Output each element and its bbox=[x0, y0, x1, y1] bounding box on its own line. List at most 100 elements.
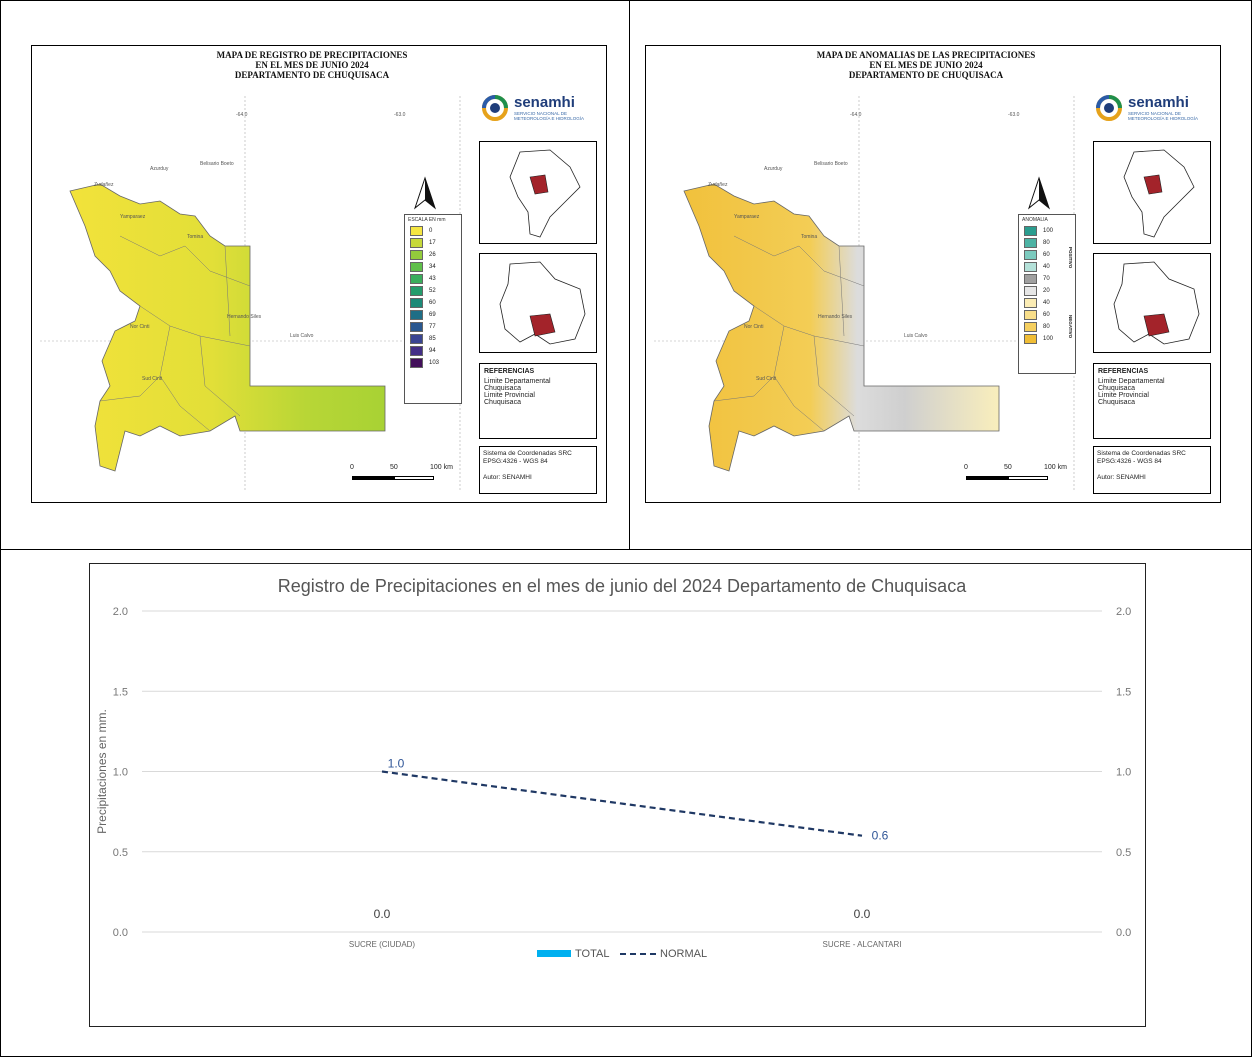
legend-swatch bbox=[410, 286, 423, 296]
legend-label: 26 bbox=[429, 252, 436, 258]
legend-label: 0 bbox=[429, 228, 433, 234]
references-box: REFERENCIAS Limite Departamental Chuquisa… bbox=[1093, 363, 1211, 439]
legend-item: 17 bbox=[405, 237, 461, 249]
tick-label: -64.0 bbox=[850, 112, 862, 118]
y-tick-label: 2.0 bbox=[113, 606, 128, 618]
legend-item: 77 bbox=[405, 321, 461, 333]
data-label-normal: 0.6 bbox=[872, 829, 889, 843]
legend-label: 52 bbox=[429, 288, 436, 294]
coordinates-box: Sistema de Coordenadas SRC EPSG:4326 - W… bbox=[479, 446, 597, 494]
place-label: Belisario Boeto bbox=[814, 161, 848, 167]
coord-line: EPSG:4326 - WGS 84 bbox=[483, 458, 548, 465]
legend-label: 60 bbox=[1043, 252, 1050, 258]
senamhi-logo-icon bbox=[482, 94, 508, 121]
coord-line: Sistema de Coordenadas SRC bbox=[1097, 450, 1186, 457]
x-tick-label: SUCRE (CIUDAD) bbox=[349, 940, 416, 949]
legend-label: 77 bbox=[429, 324, 436, 330]
legend-swatch bbox=[1024, 238, 1037, 248]
legend-item: 100 bbox=[1019, 225, 1075, 237]
ref-dept-sub: Chuquisaca bbox=[484, 385, 521, 392]
coord-line: EPSG:4326 - WGS 84 bbox=[1097, 458, 1162, 465]
place-label: Sud Cinti bbox=[756, 376, 777, 382]
map-title: MAPA DE REGISTRO DE PRECIPITACIONES EN E… bbox=[152, 50, 472, 80]
legend-label: 80 bbox=[1043, 240, 1050, 246]
legend-swatch bbox=[1024, 310, 1037, 320]
place-label: Azurduy bbox=[764, 166, 783, 172]
ref-dept: Limite Departamental Chuquisaca bbox=[1098, 378, 1206, 392]
senamhi-logo: senamhi SERVICIO NACIONAL DE METEOROLOGÍ… bbox=[482, 94, 584, 121]
legend-title: ANOMALIA bbox=[1022, 217, 1048, 223]
scale-bar: 0 50 100 km bbox=[964, 464, 1074, 488]
place-label: Hernando Siles bbox=[818, 314, 853, 320]
tick-label: -64.0 bbox=[236, 112, 248, 118]
legend-label: 34 bbox=[429, 264, 436, 270]
place-label: Yamparaez bbox=[120, 214, 146, 220]
author-label: Autor: SENAMHI bbox=[483, 474, 532, 481]
legend-item: 43 bbox=[405, 273, 461, 285]
department-shape bbox=[683, 183, 1000, 472]
bolivia-map bbox=[1113, 261, 1200, 345]
scale-label: 100 km bbox=[430, 464, 453, 471]
north-arrow-icon bbox=[417, 176, 418, 177]
legend-swatch bbox=[410, 262, 423, 272]
map-title-line: EN EL MES DE JUNIO 2024 bbox=[869, 60, 983, 70]
map-title-line: DEPARTAMENTO DE CHUQUISACA bbox=[234, 70, 390, 80]
data-label-total: 0.0 bbox=[374, 907, 391, 921]
legend-label: 103 bbox=[429, 360, 440, 366]
legend-swatch bbox=[1024, 226, 1037, 236]
scale-bar: 0 50 100 km bbox=[350, 464, 460, 488]
y2-tick-label: 0.0 bbox=[1116, 927, 1131, 939]
ref-prov: Limite Provincial Chuquisaca bbox=[1098, 392, 1206, 406]
ref-prov-label: Limite Provincial bbox=[484, 392, 535, 399]
chart-title: Registro de Precipitaciones en el mes de… bbox=[278, 576, 967, 596]
legend-swatch bbox=[410, 346, 423, 356]
ref-dept-sub: Chuquisaca bbox=[1098, 385, 1135, 392]
legend-label: 70 bbox=[1043, 276, 1050, 282]
ref-dept: Limite Departamental Chuquisaca bbox=[484, 378, 592, 392]
legend-item: 80 bbox=[1019, 321, 1075, 333]
ref-dept-label: Limite Departamental bbox=[484, 378, 551, 385]
brand-subtitle: SERVICIO NACIONAL DE METEOROLOGÍA E HIDR… bbox=[1128, 111, 1199, 121]
negative-label: NEGATIVO bbox=[1068, 315, 1073, 339]
legend-label: 60 bbox=[1043, 312, 1050, 318]
legend-swatch bbox=[410, 226, 423, 236]
y2-tick-label: 2.0 bbox=[1116, 606, 1131, 618]
legend-item: 103 bbox=[405, 357, 461, 369]
legend-swatch bbox=[410, 298, 423, 308]
scale-label: 0 bbox=[964, 464, 968, 471]
legend-item: 100 bbox=[1019, 333, 1075, 345]
legend-label: 17 bbox=[429, 240, 436, 246]
ref-prov-sub: Chuquisaca bbox=[1098, 399, 1135, 406]
brand-name: senamhi bbox=[514, 94, 575, 111]
ref-prov: Limite Provincial Chuquisaca bbox=[484, 392, 592, 406]
legend-swatch bbox=[410, 238, 423, 248]
brand-name: senamhi bbox=[1128, 94, 1189, 111]
chart-svg: Registro de Precipitaciones en el mes de… bbox=[95, 576, 1131, 960]
author-label: Autor: SENAMHI bbox=[1097, 474, 1146, 481]
south-america-inset bbox=[1093, 141, 1211, 244]
legend-label: 94 bbox=[429, 348, 436, 354]
bolivia-inset bbox=[1093, 253, 1211, 353]
place-label: Nor Cinti bbox=[744, 324, 764, 330]
y-tick-label: 1.5 bbox=[113, 686, 128, 698]
anomaly-map: MAPA DE ANOMALIAS DE LAS PRECIPITACIONES… bbox=[645, 45, 1221, 503]
legend-label: 80 bbox=[1043, 324, 1050, 330]
legend-item: 69 bbox=[405, 309, 461, 321]
bolivia-map bbox=[499, 261, 586, 345]
legend-item: 40 bbox=[1019, 261, 1075, 273]
y-axis-label: Precipitaciones en mm. bbox=[95, 709, 109, 834]
anomaly-legend: ANOMALIA 100 80 60 40 70 20 40 60 80 100 POSITIVO… bbox=[1018, 214, 1076, 374]
place-label: Sud Cinti bbox=[142, 376, 163, 382]
place-label: Tomina bbox=[801, 234, 818, 240]
coord-line: Sistema de Coordenadas SRC bbox=[483, 450, 572, 457]
legend-swatch bbox=[410, 334, 423, 344]
legend-swatch bbox=[1024, 286, 1037, 296]
map-title-line: EN EL MES DE JUNIO 2024 bbox=[255, 60, 369, 70]
legend-swatch bbox=[1024, 298, 1037, 308]
legend-item: 80 bbox=[1019, 237, 1075, 249]
legend-swatch bbox=[410, 358, 423, 368]
map-title-line: MAPA DE ANOMALIAS DE LAS PRECIPITACIONES bbox=[816, 50, 1036, 60]
legend-label: 69 bbox=[429, 312, 436, 318]
legend-item: 34 bbox=[405, 261, 461, 273]
legend-swatch bbox=[410, 274, 423, 284]
